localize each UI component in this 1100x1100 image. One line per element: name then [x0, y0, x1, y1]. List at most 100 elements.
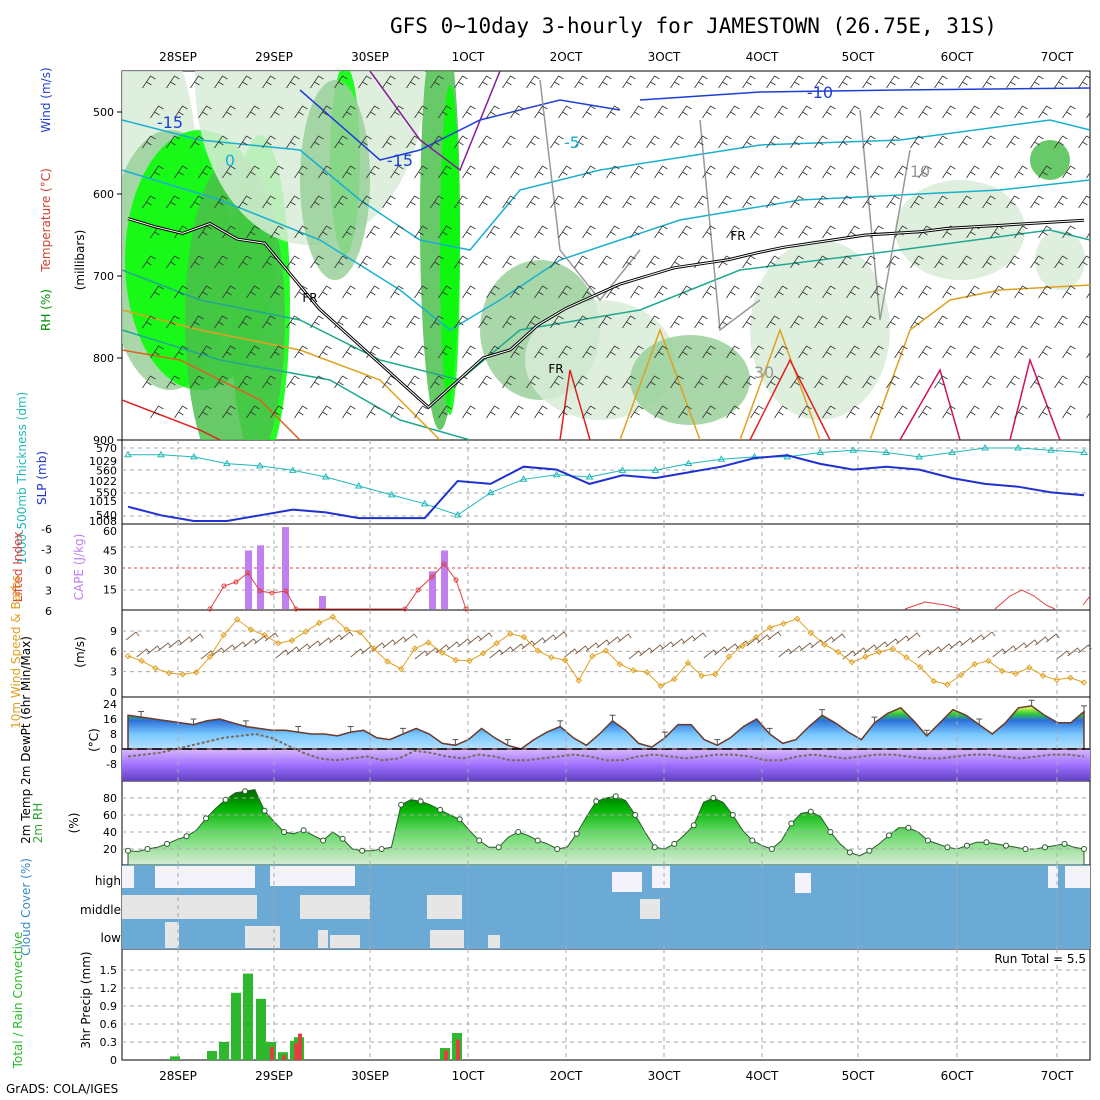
date-label-top: 5OCT [842, 50, 875, 64]
wind-barb [822, 225, 836, 239]
wind-speed-marker [889, 645, 897, 652]
wind-barb [478, 135, 492, 149]
thickness-marker [288, 466, 297, 473]
rh-marker [983, 839, 990, 846]
wind-barb [606, 345, 620, 359]
wind-barb [534, 105, 548, 119]
wind-speed-marker [466, 657, 473, 665]
precip-convective-bar [298, 1033, 302, 1060]
wind-barb [1086, 411, 1090, 419]
wind-barb [1038, 105, 1052, 119]
wind-speed-marker [643, 669, 651, 676]
wind-barb [390, 225, 404, 239]
cape-bar [257, 545, 264, 609]
wind-speed-marker [903, 654, 910, 661]
wind-barb [286, 375, 300, 389]
surface-wind-barb [147, 645, 161, 655]
wind-barb [982, 315, 996, 329]
wind-barb [630, 405, 644, 419]
precip-ticks: 0 0.3 0.6 0.9 1.2 1.5 [100, 964, 118, 1067]
wind-barb [886, 315, 900, 329]
wind-speed-marker [507, 630, 514, 637]
temperature-contour [122, 119, 1090, 251]
surface-wind-barb [254, 635, 268, 645]
wind-speed-marker [152, 665, 159, 672]
wind-barb [598, 135, 612, 149]
rh-marker [729, 812, 736, 818]
cloud-gap [427, 895, 462, 919]
wind-barb [246, 285, 260, 299]
thickness-marker [223, 459, 231, 467]
label-temperature: Temperature (°C) [39, 168, 53, 273]
wind-barb [750, 105, 764, 119]
cloud-grid [177, 865, 1058, 949]
wind-barb [1054, 135, 1068, 149]
thickness-marker [717, 455, 726, 462]
wind-barb [918, 165, 932, 179]
wind-barb [438, 285, 452, 299]
freezing-level-line-inner [127, 218, 1085, 408]
wind-barb [574, 315, 588, 329]
contour-label: 30 [754, 363, 774, 382]
wind-barb [198, 285, 212, 299]
date-label-bottom: 3OCT [648, 1069, 681, 1083]
surface-wind-barb [275, 649, 290, 659]
wind-barb [222, 345, 236, 359]
wind-barb [270, 225, 284, 239]
minmax-bar [504, 739, 511, 746]
wind-barb [582, 345, 596, 359]
rh-markers [125, 788, 1087, 856]
cross-section-panel [122, 71, 1090, 440]
wind-speed-marker [1067, 674, 1074, 681]
surface-wind-barb [1024, 639, 1039, 649]
wind-barb [166, 195, 180, 209]
wind-barb [678, 285, 692, 299]
wind-speed-marker [479, 650, 487, 657]
minmax-bar [1028, 699, 1035, 706]
wind-barb [150, 405, 164, 419]
wind-barb [1054, 315, 1068, 329]
minmax-bar [661, 731, 668, 738]
wind-barb [246, 345, 260, 359]
wind-barb [598, 255, 612, 269]
wind-barb [646, 375, 660, 389]
wind-barb [838, 375, 852, 389]
wind-barb [510, 225, 524, 239]
wind-barb [726, 285, 740, 299]
thickness-marker [519, 475, 528, 482]
precip-panel [122, 949, 1090, 1060]
surface-wind-barb [746, 637, 760, 647]
rh-marker [593, 798, 600, 805]
cloud-gap [122, 866, 134, 888]
rh-marker [359, 847, 366, 854]
wind-barb [510, 165, 524, 179]
rh-area [127, 788, 1085, 865]
wind-barb [958, 255, 972, 269]
wind-barb [502, 75, 516, 89]
wind-barb [606, 225, 620, 239]
lifted-index-markers [207, 561, 469, 612]
rh-marker [203, 815, 210, 822]
thickness-marker [387, 490, 396, 498]
wind-barb [366, 225, 380, 239]
wind-barb [814, 375, 828, 389]
wind-barb [190, 135, 204, 149]
label-lifted-index: Lifted Index [11, 532, 25, 603]
wind-barb [822, 105, 836, 119]
date-label-bottom: 30SEP [351, 1069, 389, 1083]
wind-barb [238, 75, 252, 89]
wind-speed-marker [534, 647, 541, 654]
wind-barb [462, 165, 476, 179]
li-marker [415, 587, 421, 593]
wind-barb [526, 195, 540, 209]
wind-barb [462, 225, 476, 239]
wind-barb [526, 375, 540, 389]
temperature-area [127, 705, 1085, 750]
minmax-bar [871, 716, 878, 723]
wind-barb [982, 195, 996, 209]
wind-barb [478, 375, 492, 389]
surface-wind-barb [168, 639, 183, 649]
date-label-top: 28SEP [159, 50, 197, 64]
wind-barb [558, 285, 572, 299]
wind-barb [294, 225, 308, 239]
